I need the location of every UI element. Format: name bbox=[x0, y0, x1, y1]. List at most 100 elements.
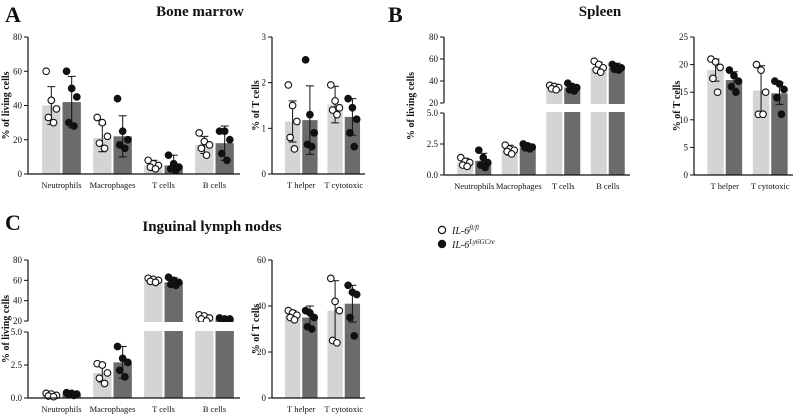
data-point-bm_t-1-s1-3 bbox=[346, 129, 354, 137]
bar-ln_t-0-s1 bbox=[302, 317, 318, 398]
y-tick-label-ln_living-3: 80 bbox=[13, 255, 23, 265]
x-tick-label-bm_living-2: T cells bbox=[152, 180, 175, 190]
y-tick-label-bm_t-2: 2 bbox=[262, 78, 267, 88]
data-point-sp_living-2-s0-4 bbox=[552, 85, 561, 94]
y-axis-label-sp_living: % of living cells bbox=[406, 72, 417, 140]
y-tick-label-bm_living-0: 0 bbox=[18, 169, 23, 179]
data-point-bm_living-0-s1-2 bbox=[72, 93, 81, 101]
data-point-bm_living-0-s0-4 bbox=[49, 118, 58, 127]
bar-ln_living-3-s0 bbox=[195, 317, 214, 398]
y-tick-label-bm_living-2: 40 bbox=[13, 101, 23, 111]
data-point-sp_living-3-s0-4 bbox=[596, 68, 605, 77]
data-point-bm_t-1-s1-4 bbox=[350, 142, 359, 151]
data-point-sp_living-1-s1-4 bbox=[525, 145, 534, 153]
x-tick-label-ln_living-0: Neutrophils bbox=[41, 404, 81, 414]
data-point-bm_living-3-s0-2 bbox=[205, 141, 214, 149]
y-tick-label-bm_t-3: 3 bbox=[262, 32, 267, 42]
bar-sp_t-0-s0 bbox=[707, 70, 724, 175]
title-spleen: Spleen bbox=[579, 4, 622, 20]
data-point-ln_t-1-s1-4 bbox=[350, 332, 359, 340]
bar-bm_t-1-s0 bbox=[327, 104, 343, 174]
charts: Neutrophils Macrophages T cells B cells0204… bbox=[1, 32, 793, 414]
data-point-sp_t-0-s1-0 bbox=[725, 66, 734, 74]
x-tick-label-sp_t-0: T helper bbox=[711, 181, 740, 191]
data-point-bm_living-1-s1-2 bbox=[123, 135, 132, 144]
x-tick-label-ln_living-2: T cells bbox=[152, 404, 175, 414]
chart-bm_t: T helper T cytotoxic 0 1 2 3 % of T cells bbox=[251, 32, 365, 190]
title-lymph-nodes: Inguinal lymph nodes bbox=[142, 219, 281, 235]
data-point-ln_t-1-s0-1 bbox=[331, 297, 339, 306]
data-point-bm_living-0-s1-4 bbox=[70, 122, 78, 130]
data-point-bm_t-0-s1-4 bbox=[307, 142, 316, 151]
data-point-ln_living-1-s0-1 bbox=[98, 361, 107, 369]
data-point-sp_t-1-s1-2 bbox=[780, 85, 788, 94]
x-tick-label-ln_living-3: B cells bbox=[203, 404, 226, 414]
data-point-bm_living-0-s0-1 bbox=[47, 96, 56, 105]
data-point-sp_living-3-s1-4 bbox=[614, 66, 623, 74]
data-point-ln_living-1-s1-0 bbox=[113, 342, 122, 351]
data-point-bm_t-0-s1-1 bbox=[306, 110, 314, 119]
data-point-bm_t-0-s0-2 bbox=[293, 117, 301, 126]
data-point-sp_t-1-s0-2 bbox=[761, 88, 770, 97]
data-point-bm_t-1-s1-1 bbox=[348, 103, 357, 112]
data-point-bm_t-0-s0-3 bbox=[286, 133, 295, 142]
data-point-bm_living-1-s0-4 bbox=[100, 144, 109, 153]
data-point-bm_t-1-s0-3 bbox=[328, 106, 337, 114]
y-tick-label-sp_t-5: 25 bbox=[679, 32, 689, 42]
y-tick-label-ln_t-3: 60 bbox=[257, 255, 267, 265]
bar-sp_t-1-s1 bbox=[771, 93, 788, 175]
y-tick-label-bm_living-4: 80 bbox=[13, 32, 23, 42]
data-point-bm_living-2-s1-0 bbox=[164, 151, 173, 160]
data-point-bm_living-1-s0-3 bbox=[95, 139, 104, 148]
x-tick-label-sp_living-3: B cells bbox=[596, 181, 619, 191]
chart-ln_living: Neutrophils Macrophages T cells B cells 20 40… bbox=[1, 255, 240, 414]
data-point-sp_living-0-s1-1 bbox=[479, 153, 488, 162]
bar-ln_t-1-s1 bbox=[344, 303, 361, 398]
data-point-sp_t-1-s1-3 bbox=[772, 93, 781, 102]
legend: IL-6fl/fl IL-6Ly6GCre bbox=[437, 224, 495, 251]
data-point-sp_t-1-s0-0 bbox=[752, 60, 761, 69]
legend-open-circle-marker bbox=[437, 225, 447, 235]
y-tick-label-ln_living-2: 60 bbox=[13, 275, 23, 285]
data-point-bm_living-3-s1-4 bbox=[223, 156, 231, 165]
data-point-ln_t-1-s0-2 bbox=[335, 306, 344, 315]
data-point-bm_living-3-s0-1 bbox=[200, 137, 209, 146]
bar-sp_t-0-s1 bbox=[725, 80, 743, 175]
bar-ln_t-0-s0 bbox=[284, 315, 301, 398]
bar-sp_living-3-s0 bbox=[590, 67, 607, 175]
data-point-bm_living-3-s1-3 bbox=[217, 149, 226, 158]
data-point-bm_living-2-s0-0 bbox=[144, 156, 153, 165]
bar-ln_living-2-s1 bbox=[164, 282, 183, 398]
y-tick-label-sp_t-0: 0 bbox=[684, 170, 689, 180]
data-point-sp_t-0-s1-1 bbox=[730, 71, 738, 80]
data-point-bm_living-1-s0-0 bbox=[93, 113, 102, 122]
x-tick-label-sp_living-0: Neutrophils bbox=[454, 181, 494, 191]
bar-sp_living-3-s1 bbox=[608, 67, 625, 175]
y-tick-label-ln_t-1: 20 bbox=[257, 347, 267, 357]
data-point-ln_living-2-s0-4 bbox=[151, 278, 160, 287]
legend-label-control: IL-6fl/fl bbox=[451, 224, 479, 237]
data-point-ln_living-0-s1-4 bbox=[70, 391, 78, 400]
x-tick-label-bm_living-3: B cells bbox=[203, 180, 226, 190]
data-point-sp_living-1-s0-4 bbox=[507, 150, 516, 158]
data-point-ln_living-0-s0-4 bbox=[49, 392, 58, 401]
data-point-ln_t-1-s0-4 bbox=[333, 338, 341, 347]
y-tick-label-sp_living-0: 20 bbox=[429, 98, 439, 108]
data-point-bm_living-3-s1-2 bbox=[225, 135, 234, 144]
data-point-bm_t-1-s0-4 bbox=[333, 110, 341, 119]
data-point-ln_living-1-s0-4 bbox=[100, 379, 109, 388]
y-tick-label-sp_living-3: 80 bbox=[429, 32, 439, 42]
data-point-ln_living-1-s0-3 bbox=[95, 374, 104, 383]
y-axis-label-ln_t: % of T cells bbox=[251, 304, 262, 355]
y-tick-label-sp_living-1: 40 bbox=[429, 76, 439, 86]
y-tick-label-sp_living-5: 2.5 bbox=[427, 139, 439, 149]
data-point-sp_t-1-s1-4 bbox=[777, 110, 786, 119]
y-axis-label-bm_t: % of T cells bbox=[251, 80, 262, 131]
y-tick-label-ln_living-1: 40 bbox=[13, 296, 23, 306]
bar-ln_living-2-s0 bbox=[144, 280, 163, 398]
y-axis-label-bm_living: % of living cells bbox=[1, 71, 12, 139]
data-point-sp_t-0-s0-3 bbox=[709, 74, 717, 83]
data-point-bm_living-0-s0-2 bbox=[52, 105, 61, 113]
data-point-ln_living-1-s1-4 bbox=[121, 373, 129, 381]
